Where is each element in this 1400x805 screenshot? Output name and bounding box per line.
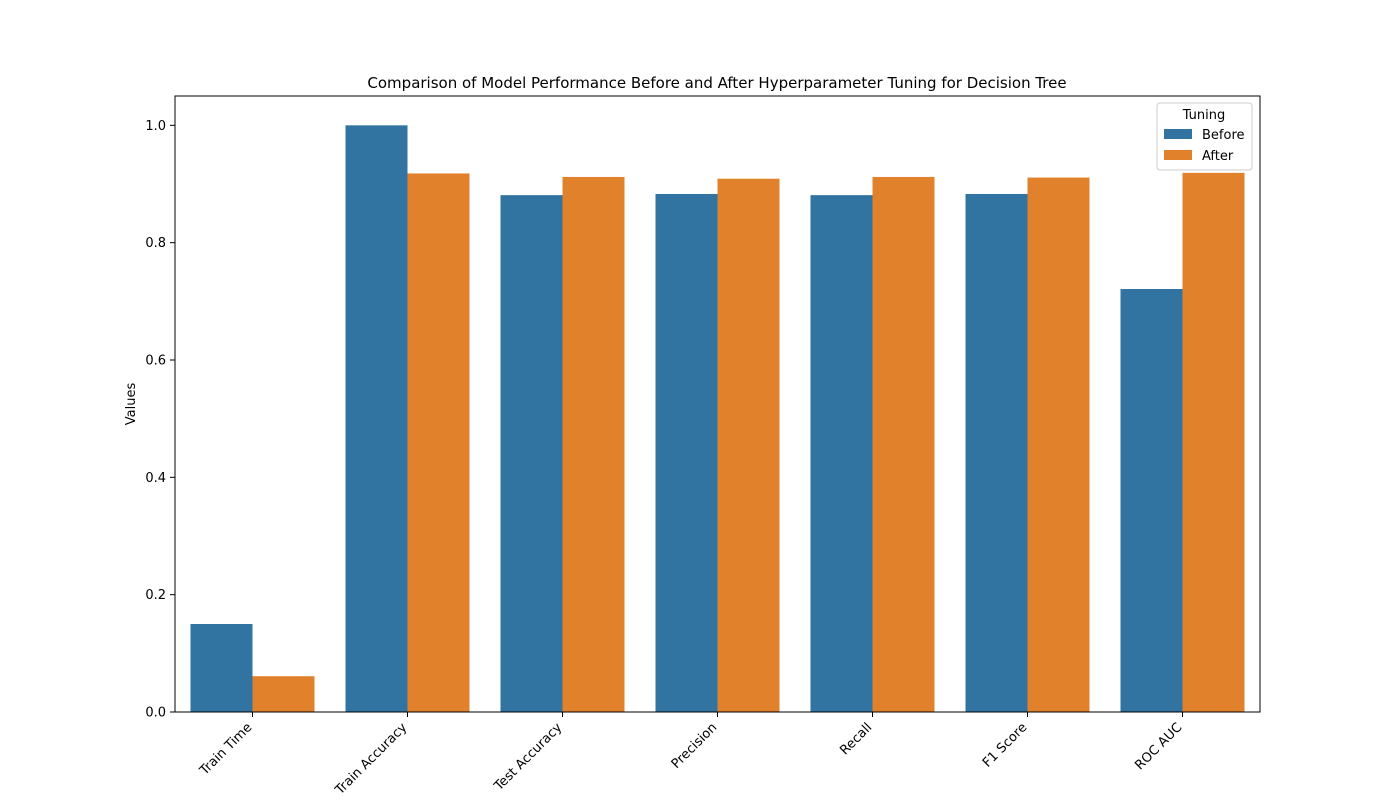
x-tick-label: Precision xyxy=(669,720,721,772)
bar-after-roc-auc xyxy=(1182,172,1245,713)
y-tick-label: 0.6 xyxy=(145,354,166,369)
bar-before-train-time xyxy=(190,624,253,712)
bar-before-recall xyxy=(810,195,873,712)
x-tick-label: F1 Score xyxy=(980,720,1030,770)
y-tick-label: 0.8 xyxy=(145,236,166,251)
bar-before-precision xyxy=(655,193,718,713)
legend-swatch-after xyxy=(1164,150,1192,160)
bar-after-recall xyxy=(872,176,935,712)
x-tick-label: Test Accuracy xyxy=(491,720,566,795)
bar-before-roc-auc xyxy=(1120,289,1183,712)
plot-area: 0.0 0.2 0.4 0.6 0.8 1.0 Train Time Train Accura… xyxy=(145,95,1261,798)
bar-after-f1-score xyxy=(1027,177,1090,713)
chart-title: Comparison of Model Performance Before a… xyxy=(367,74,1066,92)
bar-after-test-accuracy xyxy=(562,176,625,712)
y-tick-label: 0.4 xyxy=(145,471,166,486)
x-tick-label: ROC AUC xyxy=(1132,720,1185,773)
bar-after-train-accuracy xyxy=(407,173,470,712)
y-tick-label: 0.2 xyxy=(145,588,166,603)
y-tick-label: 0.0 xyxy=(145,706,166,721)
y-axis-label: Values xyxy=(124,383,139,426)
legend-label-before: Before xyxy=(1202,128,1245,143)
bar-before-test-accuracy xyxy=(500,195,563,712)
x-tick-label: Train Accuracy xyxy=(332,720,410,798)
bar-after-precision xyxy=(717,178,780,713)
bar-before-f1-score xyxy=(965,193,1028,713)
bar-after-train-time xyxy=(252,676,315,712)
y-tick-label: 1.0 xyxy=(145,119,166,134)
legend: Tuning Before After xyxy=(1156,102,1253,171)
legend-label-after: After xyxy=(1202,149,1234,164)
x-tick-label: Recall xyxy=(837,720,875,758)
legend-title: Tuning xyxy=(1182,108,1226,123)
legend-swatch-before xyxy=(1164,129,1192,139)
x-tick-label: Train Time xyxy=(197,720,256,779)
bar-before-train-accuracy xyxy=(345,125,408,712)
